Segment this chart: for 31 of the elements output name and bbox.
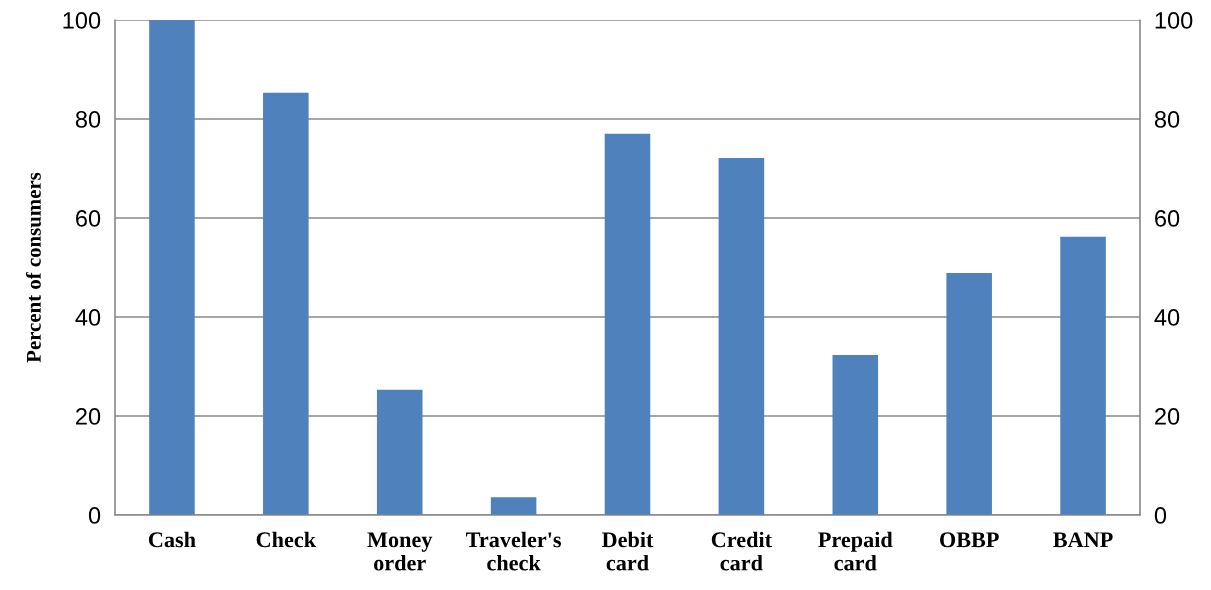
y-axis-title: Percent of consumers [25, 172, 41, 363]
bar [1060, 236, 1106, 515]
x-tick-label: Cash [148, 531, 196, 548]
y-tick-label: 80 [75, 111, 101, 128]
bar [946, 272, 992, 515]
bar [263, 92, 309, 515]
x-tick-label: Check [256, 531, 317, 548]
bar [832, 355, 879, 515]
x-tick-label: Debit card [601, 531, 654, 571]
y-tick-label: 60 [76, 210, 101, 227]
x-tick-label: OBBP [940, 532, 999, 548]
x-tick-label: Money order [367, 532, 433, 571]
y2-tick-label: 20 [1155, 408, 1180, 425]
x-tick-label: Credit card [711, 531, 772, 571]
x-tick-label: Traveler's check [466, 531, 561, 571]
bar [149, 20, 195, 515]
x-tick-label: Prepaid card [818, 531, 893, 571]
y-tick-label: 20 [76, 408, 101, 425]
y-tick-label: 100 [63, 12, 101, 29]
y-tick-label: 0 [88, 507, 101, 524]
bar [376, 389, 423, 515]
y2-tick-label: 60 [1155, 210, 1180, 227]
bar [718, 158, 765, 515]
y2-tick-label: 80 [1154, 111, 1180, 128]
y-tick-label: 40 [75, 309, 101, 326]
bar [604, 133, 651, 515]
y2-tick-label: 100 [1155, 12, 1193, 29]
bar [490, 497, 537, 515]
y2-tick-label: 0 [1154, 507, 1167, 524]
x-tick-label: BANP [1053, 532, 1113, 548]
y2-tick-label: 40 [1154, 309, 1180, 326]
